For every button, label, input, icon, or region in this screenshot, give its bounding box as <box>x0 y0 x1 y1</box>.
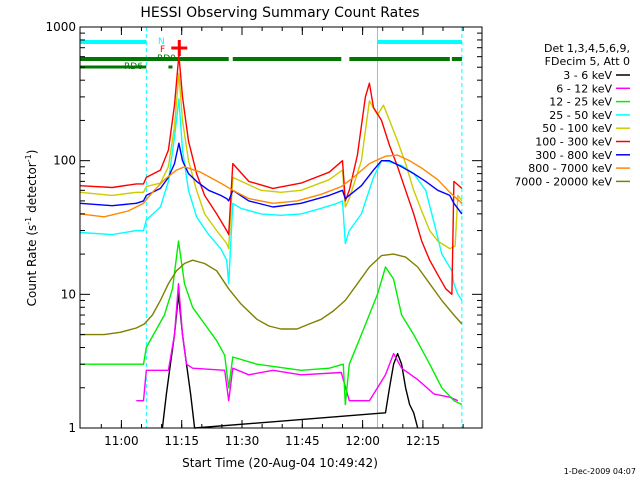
legend-label: 7000 - 20000 keV <box>514 175 612 188</box>
flag-label-rd0: RD0 <box>157 54 176 64</box>
plot-frame <box>79 26 483 429</box>
series-line-3 <box>79 98 463 301</box>
y-tick-label: 1000 <box>45 20 76 34</box>
x-tick-label: 12:15 <box>406 434 441 448</box>
x-axis-label: Start Time (20-Aug-04 10:49:42) <box>182 456 378 470</box>
y-axis-label-sup: -1 <box>24 154 33 162</box>
legend-header-line-1: Det 1,3,4,5,6,9, <box>544 42 630 55</box>
series-line-1 <box>136 283 459 402</box>
plot-border <box>79 26 483 429</box>
y-axis-label-part: ) <box>25 150 39 155</box>
series-line-0 <box>161 293 419 429</box>
legend-label: 100 - 300 keV <box>535 136 612 149</box>
y-axis-label: Count Rate (s-1 detector-1) <box>24 150 39 307</box>
x-tick-label: 11:45 <box>285 434 320 448</box>
y-axis-label-part: Count Rate (s <box>25 225 39 307</box>
series-line-2 <box>80 240 463 406</box>
legend-label: 300 - 800 keV <box>535 149 612 162</box>
series-lines <box>79 54 463 429</box>
footer-timestamp: 1-Dec-2009 04:07 <box>564 467 636 476</box>
y-tick-label: 100 <box>53 154 76 168</box>
legend-label: 3 - 6 keV <box>563 69 612 82</box>
series-line-5 <box>79 54 463 295</box>
observing-flags <box>80 27 463 428</box>
x-tick-label: 11:15 <box>164 434 199 448</box>
series-line-8 <box>80 253 463 336</box>
y-axis-label-sup: -1 <box>24 217 33 225</box>
axis-ticks: 11:00 11:15 11:30 11:45 12:00 12:15 1 10 100 1000 <box>45 20 482 448</box>
x-tick-label: 12:00 <box>345 434 380 448</box>
series-line-7 <box>79 154 463 218</box>
flag-label-f: F <box>160 45 165 55</box>
chart-title: HESSI Observing Summary Count Rates <box>140 5 419 21</box>
legend-label: 25 - 50 keV <box>549 109 612 122</box>
legend-label: 12 - 25 keV <box>549 96 612 109</box>
y-tick-label: 1 <box>68 421 76 435</box>
legend-label: 50 - 100 keV <box>542 122 612 135</box>
chart-text: HESSI Observing Summary Count Rates Star… <box>24 5 636 476</box>
flag-label-rd6: RD6 <box>124 62 143 72</box>
series-line-4 <box>79 72 463 250</box>
x-tick-label: 11:00 <box>104 434 139 448</box>
x-tick-label: 11:30 <box>225 434 260 448</box>
series-line-6 <box>79 142 463 215</box>
y-tick-label: 10 <box>61 287 76 301</box>
legend-label: 6 - 12 keV <box>556 82 612 95</box>
y-axis-label-part: detector <box>25 162 39 217</box>
legend-header-line-2: FDecim 5, Att 0 <box>545 55 630 68</box>
flag-label-n: N <box>158 37 165 47</box>
legend-label: 800 - 7000 keV <box>528 162 612 175</box>
